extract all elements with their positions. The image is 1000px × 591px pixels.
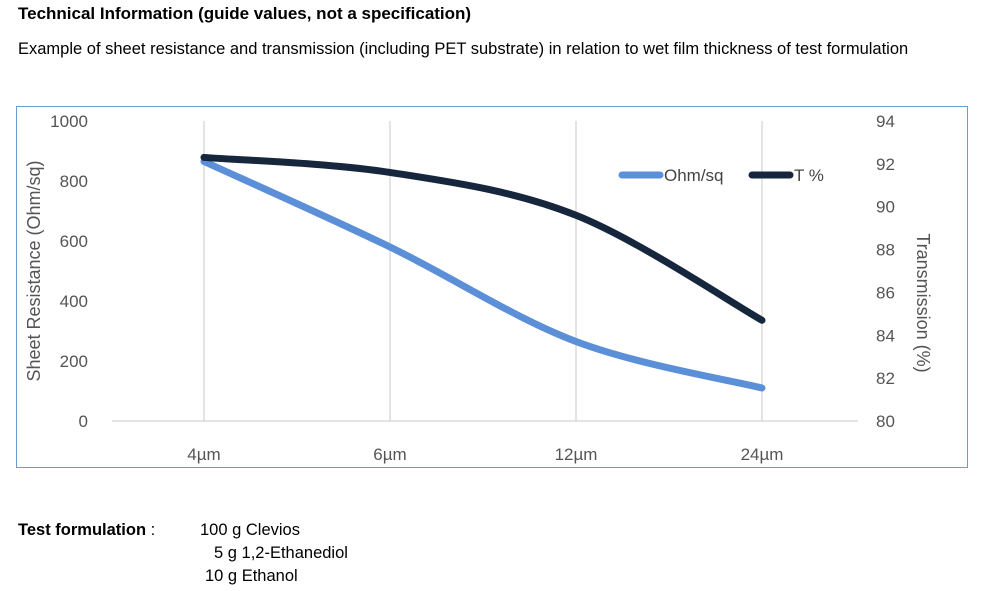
formulation-item: 100 g Clevios [200, 521, 300, 539]
chart-description: Example of sheet resistance and transmis… [18, 40, 909, 58]
x-tick-label: 4µm [187, 445, 220, 464]
y-left-tick-label: 200 [60, 352, 88, 371]
y-right-tick-label: 80 [876, 412, 895, 431]
y-right-tick-label: 86 [876, 283, 895, 302]
formulation-separator: : [150, 521, 156, 539]
legend-label: Ohm/sq [664, 166, 724, 185]
y-left-axis-title: Sheet Resistance (Ohm/sq) [24, 160, 44, 381]
legend-label: T % [794, 166, 824, 185]
y-left-tick-label: 0 [79, 412, 88, 431]
y-left-tick-label: 600 [60, 232, 88, 251]
y-right-tick-label: 82 [876, 369, 895, 388]
y-right-tick-label: 88 [876, 241, 895, 260]
formulation-item: 10 g Ethanol [205, 567, 298, 585]
y-right-tick-label: 92 [876, 155, 895, 174]
page-heading: Technical Information (guide values, not… [18, 4, 472, 23]
y-right-tick-label: 90 [876, 198, 895, 217]
y-right-tick-label: 84 [876, 326, 895, 345]
y-left-tick-label: 400 [60, 292, 88, 311]
x-tick-label: 12µm [555, 445, 598, 464]
y-right-tick-label: 94 [876, 112, 895, 131]
y-left-tick-label: 1000 [50, 112, 88, 131]
series-line-ohm-sq [200, 158, 766, 392]
formulation-item: 5 g 1,2-Ethanediol [214, 544, 348, 562]
x-tick-label: 24µm [741, 445, 784, 464]
y-right-axis-title: Transmission (%) [913, 233, 933, 372]
x-tick-label: 6µm [373, 445, 406, 464]
formulation-label: Test formulation [18, 521, 147, 539]
series-line-t- [200, 153, 766, 324]
y-left-tick-label: 800 [60, 172, 88, 191]
chart-frame [16, 106, 968, 468]
